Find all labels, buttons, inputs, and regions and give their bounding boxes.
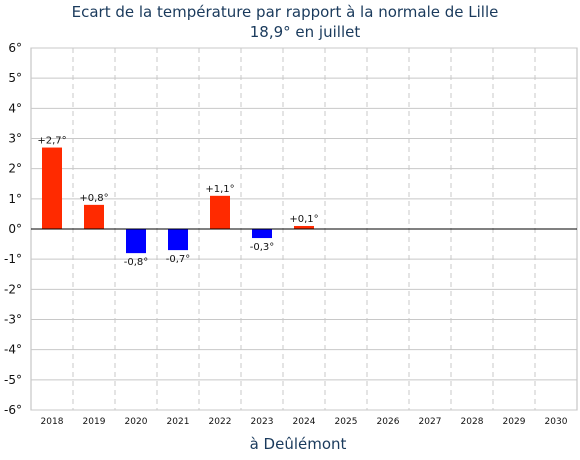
x-tick-label: 2026 <box>377 417 400 427</box>
y-tick-label: 1° <box>8 192 22 206</box>
y-tick-label: 4° <box>8 101 22 115</box>
y-tick-label: 5° <box>8 71 22 85</box>
bar <box>210 195 230 229</box>
bar-data-label: -0,3° <box>250 242 275 253</box>
bar-data-label: +1,1° <box>205 184 234 195</box>
y-tick-label: -1° <box>4 252 22 266</box>
plot-area: 6° 5° 4° 3° 2° 1° 0° -1° -2° -3° -4° -5° -6° 2018 2019… <box>4 41 578 427</box>
chart-title: Ecart de la température par rapport à la… <box>72 3 499 21</box>
chart-subtitle: 18,9° en juillet <box>250 23 361 41</box>
y-tick-label: 0° <box>8 222 22 236</box>
x-tick-label: 2023 <box>251 417 274 427</box>
bar-data-label: -0,7° <box>166 254 191 265</box>
x-tick-label: 2030 <box>545 417 568 427</box>
x-tick-label: 2020 <box>125 417 148 427</box>
y-tick-label: -3° <box>4 313 22 327</box>
y-tick-label: 6° <box>8 41 22 55</box>
x-tick-label: 2021 <box>167 417 190 427</box>
bar-data-label: +0,8° <box>79 193 108 204</box>
y-tick-label: -4° <box>4 343 22 357</box>
y-tick-label: -6° <box>4 403 22 417</box>
y-tick-label: 2° <box>8 162 22 176</box>
bar <box>42 147 62 229</box>
bar-data-label: +2,7° <box>37 136 66 147</box>
y-tick-label: -2° <box>4 282 22 296</box>
x-tick-label: 2025 <box>335 417 358 427</box>
bar <box>84 204 104 229</box>
x-tick-label: 2022 <box>209 417 232 427</box>
x-tick-label: 2028 <box>461 417 484 427</box>
bar <box>168 229 188 251</box>
x-tick-label: 2024 <box>293 417 316 427</box>
y-tick-label: 3° <box>8 132 22 146</box>
x-axis-label: à Deûlémont <box>250 435 347 453</box>
bar-data-label: +0,1° <box>289 214 318 225</box>
y-tick-label: -5° <box>4 373 22 387</box>
x-tick-label: 2019 <box>83 417 106 427</box>
bar-data-label: -0,8° <box>124 257 149 268</box>
x-tick-label: 2027 <box>419 417 442 427</box>
x-tick-label: 2018 <box>41 417 64 427</box>
x-tick-label: 2029 <box>503 417 526 427</box>
bar <box>126 229 146 254</box>
bar <box>294 225 314 229</box>
bar <box>252 229 272 239</box>
